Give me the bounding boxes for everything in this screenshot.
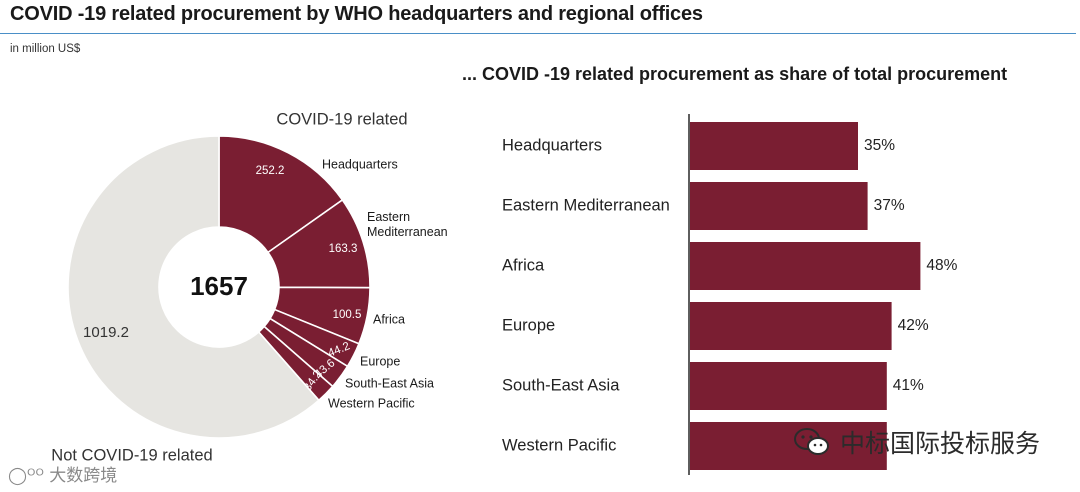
bar-value-label: 41% <box>893 377 924 394</box>
donut-category-label: Western Pacific <box>328 396 415 410</box>
bar-headquarters <box>690 122 858 170</box>
title-divider <box>0 33 1076 34</box>
bar-africa <box>690 242 921 290</box>
donut-category-label: Europe <box>360 354 400 368</box>
donut-category-label: South-East Asia <box>345 376 434 390</box>
donut-value-label: 163.3 <box>329 243 358 255</box>
bar-value-label: 35% <box>864 137 895 154</box>
donut-value-label: 1019.2 <box>83 324 129 341</box>
bar-chart: Headquarters 35% Eastern Mediterranean 37% A… <box>502 114 958 475</box>
unit-label: in million US$ <box>10 43 81 55</box>
watermark-right-text: 中标国际投标服务 <box>839 429 1040 458</box>
donut-category-label: Eastern Mediterranean <box>367 210 448 239</box>
donut-center-total: 1657 <box>190 271 248 301</box>
watermark-left-text: 大数跨境 <box>49 466 118 486</box>
bar-category-label: Africa <box>502 256 545 274</box>
bar-chart-subtitle: ... COVID -19 related procurement as sha… <box>462 64 1008 84</box>
wechat-icon <box>792 427 832 463</box>
not-covid-related-label: Not COVID-19 related <box>51 446 212 464</box>
bar-category-label: South-East Asia <box>502 376 620 394</box>
bar-category-label: Europe <box>502 316 555 334</box>
watermark-logo-icon: ◯ᴼᴼ <box>8 466 44 486</box>
bar-south-east-asia <box>690 362 887 410</box>
watermark-right: 中标国际投标服务 <box>792 424 1040 463</box>
chart-title: COVID -19 related procurement by WHO hea… <box>10 3 703 25</box>
bar-value-label: 42% <box>898 317 929 334</box>
donut-category-label: Headquarters <box>322 157 398 171</box>
bar-category-label: Western Pacific <box>502 436 616 454</box>
bar-western-pacific <box>690 422 887 470</box>
bar-europe <box>690 302 892 350</box>
bar-category-label: Eastern Mediterranean <box>502 196 670 214</box>
donut-value-label: 252.2 <box>256 165 285 177</box>
donut-chart: 252.2 Headquarters 163.3 Eastern Mediterrane… <box>51 110 447 464</box>
bar-category-label: Headquarters <box>502 136 602 154</box>
donut-slice-not-covid <box>67 135 320 439</box>
donut-slice-headquarters <box>218 135 344 254</box>
bar-value-label: 37% <box>874 197 905 214</box>
bar-eastern-mediterranean <box>690 182 868 230</box>
donut-category-label: Africa <box>373 312 405 326</box>
bar-value-label: 48% <box>926 257 957 274</box>
watermark-left: ◯ᴼᴼ 大数跨境 <box>8 461 117 486</box>
covid-related-label: COVID-19 related <box>276 110 407 128</box>
donut-value-label: 100.5 <box>333 309 362 321</box>
